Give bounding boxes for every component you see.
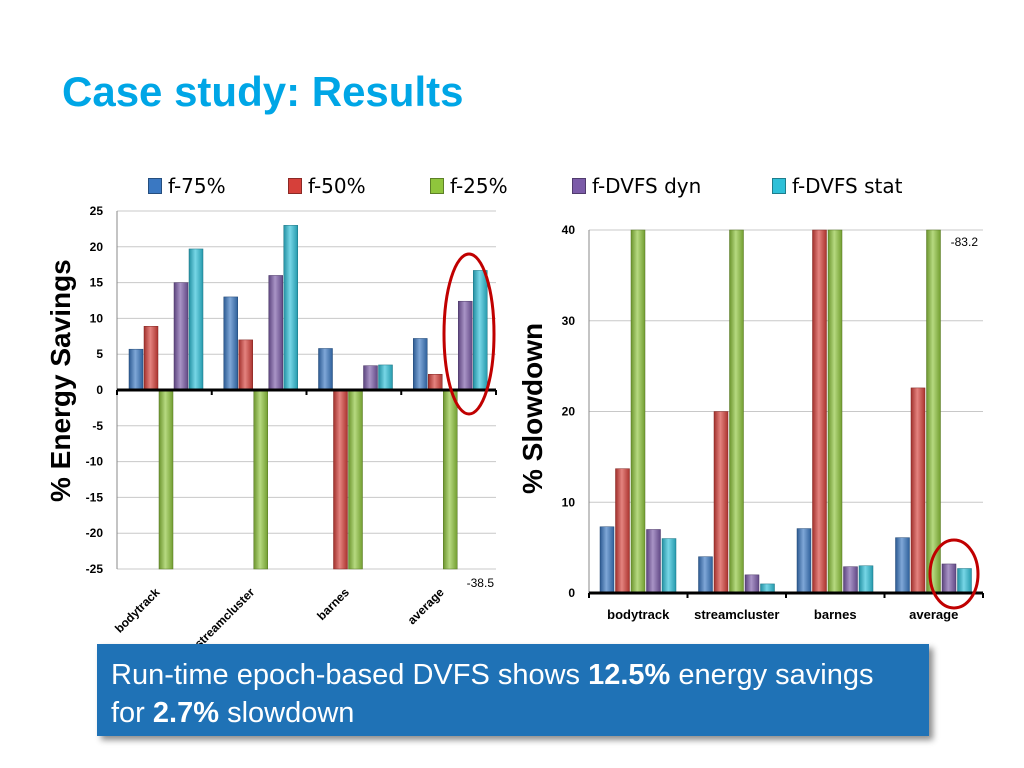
y-tick-label: 20	[90, 240, 104, 254]
legend-swatch	[430, 178, 444, 194]
y-tick-label: -15	[86, 490, 104, 504]
bar	[223, 296, 238, 391]
y-tick-label: -20	[86, 526, 104, 540]
bar	[458, 300, 473, 391]
bar	[413, 338, 428, 391]
legend-label: f-25%	[450, 174, 508, 198]
legend-swatch	[572, 178, 586, 194]
bar	[238, 339, 253, 391]
summary-callout: Run-time epoch-based DVFS shows 12.5% en…	[97, 644, 929, 736]
y-tick-label: 15	[90, 276, 104, 290]
bar	[348, 389, 363, 570]
y-tick-label: -10	[86, 455, 104, 469]
value-annotation: -38.5	[467, 576, 495, 590]
bar	[158, 389, 174, 570]
y-tick-label: 10	[90, 311, 104, 325]
x-tick-label: barnes	[314, 585, 352, 623]
bar	[128, 348, 144, 391]
bar	[253, 389, 268, 570]
x-tick-label: streamcluster	[192, 585, 258, 651]
bar	[283, 225, 298, 391]
bar	[188, 248, 204, 391]
legend-swatch	[772, 178, 786, 194]
legend-item: f-75%	[148, 174, 226, 198]
legend-label: f-DVFS dyn	[592, 174, 702, 198]
x-tick-label: average	[405, 585, 447, 627]
bar	[268, 275, 283, 391]
bar	[443, 389, 458, 570]
bar	[143, 326, 159, 391]
x-tick-label: bodytrack	[112, 585, 163, 636]
chart-legend: f-75% f-50% f-25% f-DVFS dyn f-DVFS stat	[148, 174, 948, 208]
callout-text-2: energy savings for	[111, 659, 874, 729]
legend-item: f-50%	[288, 174, 366, 198]
y-tick-label: 25	[90, 204, 104, 218]
bar	[318, 348, 333, 391]
bar	[378, 364, 393, 391]
callout-slowdown-value: 2.7%	[152, 697, 220, 729]
y-tick-label: -25	[86, 562, 104, 576]
y-tick-label: 5	[96, 347, 103, 361]
highlight-circle	[442, 252, 496, 416]
bar	[173, 282, 189, 391]
legend-swatch	[288, 178, 302, 194]
bar	[363, 365, 378, 391]
callout-text-1: Run-time epoch-based DVFS shows	[111, 659, 589, 691]
slide-title: Case study: Results	[62, 68, 464, 115]
legend-label: f-75%	[168, 174, 226, 198]
y-tick-label: -5	[92, 419, 103, 433]
legend-label: f-50%	[308, 174, 366, 198]
callout-text-3: slowdown	[219, 697, 355, 729]
legend-item: f-DVFS dyn	[572, 174, 701, 198]
legend-item: f-DVFS stat	[772, 174, 902, 198]
legend-label: f-DVFS stat	[792, 174, 903, 198]
legend-item: f-25%	[430, 174, 508, 198]
bar	[333, 389, 348, 570]
bar	[473, 270, 488, 391]
y-tick-label: 0	[96, 383, 103, 397]
callout-energy-value: 12.5%	[588, 659, 671, 691]
legend-swatch	[148, 178, 162, 194]
bar	[428, 373, 443, 391]
